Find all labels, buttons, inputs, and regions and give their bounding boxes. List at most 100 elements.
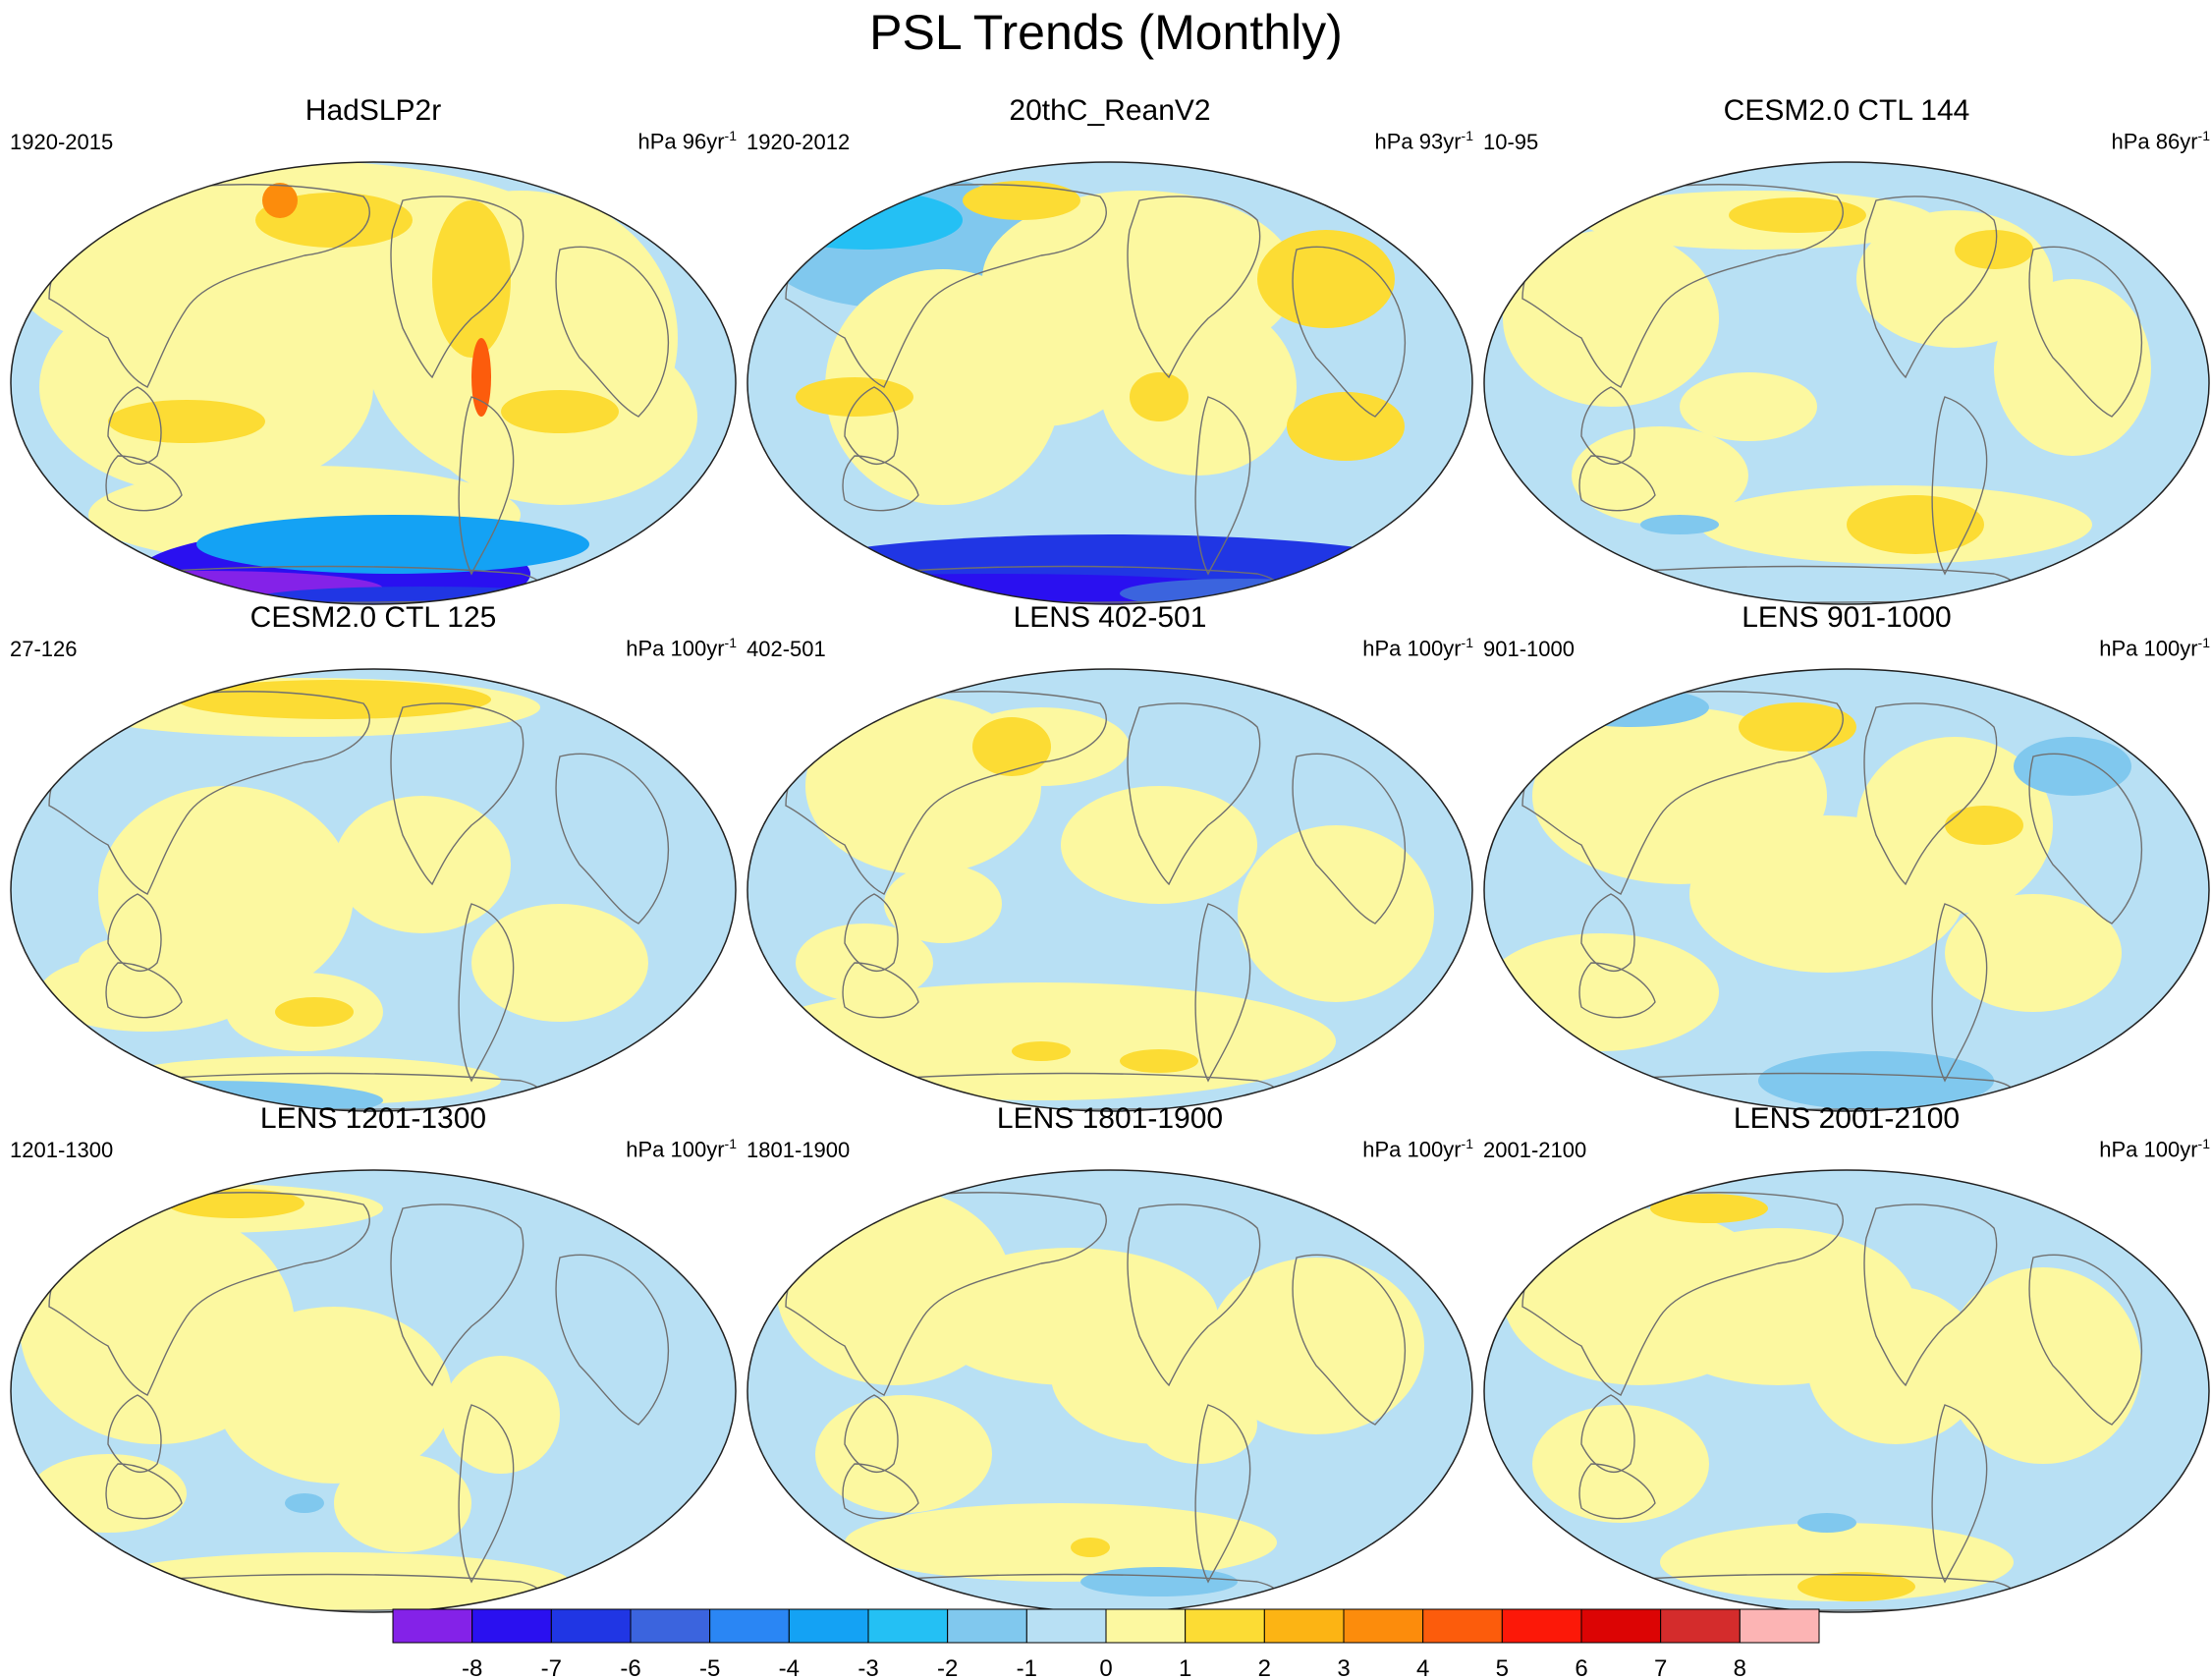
- colorbar-tick-label: -3: [857, 1655, 878, 1680]
- coastline: [842, 455, 919, 512]
- colorbar-swatch: [1343, 1608, 1424, 1644]
- map-canvas: [10, 668, 737, 1112]
- colorbar-tick-label: 0: [1099, 1655, 1112, 1680]
- contour-region: [108, 400, 265, 443]
- coastline: [1292, 753, 1407, 924]
- contour-region: [953, 308, 1130, 426]
- coastline: [107, 386, 162, 465]
- coastline: [1931, 1404, 1988, 1584]
- colorbar-tick-label: 4: [1416, 1655, 1429, 1680]
- colorbar-tick-label: -1: [1017, 1655, 1037, 1680]
- contour-region: [815, 1395, 992, 1513]
- map-canvas: [1483, 668, 2210, 1112]
- contour-region: [1945, 894, 2122, 1012]
- coastline: [390, 702, 525, 886]
- coastline: [785, 691, 1107, 895]
- map-panel: LENS 2001-2100 2001-2100 hPa 100yr-1: [1483, 1102, 2210, 1613]
- colorbar-tick-label: -8: [462, 1655, 482, 1680]
- panel-units: hPa 86yr-1: [2111, 128, 2210, 154]
- contour-region: [1680, 372, 1817, 441]
- contour-region: [796, 377, 913, 417]
- colorbar-swatch: [471, 1608, 552, 1644]
- map-border: [1483, 1169, 2210, 1613]
- panel-title: CESM2.0 CTL 125: [249, 601, 497, 634]
- panel-title: LENS 2001-2100: [1733, 1102, 1961, 1135]
- contour-region: [1139, 1385, 1257, 1464]
- colorbar-swatch: [1580, 1608, 1662, 1644]
- coastline: [1292, 246, 1407, 418]
- contour-region: [196, 515, 589, 574]
- coastline: [1578, 455, 1656, 512]
- colorbar-tick-label: 2: [1258, 1655, 1271, 1680]
- panel-units: hPa 93yr-1: [1374, 128, 1473, 154]
- coastline: [1863, 196, 1998, 379]
- contour-region: [1552, 688, 1709, 727]
- contour-region: [1955, 230, 2033, 269]
- map-border: [747, 668, 1473, 1112]
- panel-units: hPa 100yr-1: [1362, 635, 1473, 661]
- panel-period: 402-501: [747, 637, 826, 661]
- map-border: [10, 161, 737, 605]
- colorbar-swatch: [1660, 1608, 1741, 1644]
- coastline: [2028, 246, 2143, 418]
- coastline: [105, 455, 183, 512]
- contour-region: [177, 680, 491, 719]
- coastline: [390, 196, 525, 379]
- contour-region: [262, 183, 298, 218]
- contour-region: [1729, 197, 1866, 233]
- panel-units: hPa 96yr-1: [637, 128, 737, 154]
- coastline: [1863, 1204, 1998, 1387]
- contour-region: [1012, 1041, 1071, 1061]
- panel-units: hPa 100yr-1: [2099, 635, 2210, 661]
- contour-region: [442, 1356, 560, 1474]
- coastline: [785, 184, 1107, 388]
- coastline: [390, 1204, 525, 1387]
- panel-period: 1920-2012: [747, 130, 851, 154]
- coastline: [1521, 184, 1844, 388]
- coastline: [1194, 903, 1251, 1083]
- coastline: [1194, 1404, 1251, 1584]
- contour-region: [275, 997, 354, 1027]
- panel-title: CESM2.0 CTL 144: [1723, 94, 1970, 127]
- panel-units: hPa 100yr-1: [1362, 1136, 1473, 1162]
- coastline: [107, 1394, 162, 1473]
- contour-region: [432, 200, 511, 358]
- contour-region: [1238, 825, 1434, 1002]
- map-canvas: [1483, 1169, 2210, 1613]
- figure-title: PSL Trends (Monthly): [869, 5, 1343, 60]
- contour-region: [1807, 1287, 1984, 1444]
- colorbar-swatch: [1025, 1608, 1107, 1644]
- contour-region: [963, 181, 1080, 220]
- contour-region: [501, 390, 619, 433]
- coastline: [844, 386, 899, 465]
- coastline: [105, 1463, 183, 1520]
- contour-region: [1847, 495, 1984, 554]
- coastline: [1127, 1204, 1261, 1387]
- panel-period: 10-95: [1483, 130, 1539, 154]
- coastline: [1521, 1192, 1844, 1396]
- contour-region: [334, 1454, 471, 1552]
- colorbar-tick-label: 8: [1734, 1655, 1746, 1680]
- contour-region: [1208, 1258, 1424, 1434]
- contour-region: [1071, 1538, 1110, 1557]
- contour-region: [1257, 230, 1395, 328]
- map-canvas: [1483, 161, 2210, 605]
- panel-title: HadSLP2r: [304, 94, 442, 127]
- map-border: [1483, 161, 2210, 605]
- contour-region: [285, 1493, 324, 1513]
- panel-period: 1801-1900: [747, 1138, 851, 1162]
- coastline: [844, 893, 899, 972]
- contour-region: [1503, 230, 1719, 407]
- colorbar-swatch: [947, 1608, 1027, 1644]
- coastline: [2028, 1254, 2143, 1426]
- colorbar-tick-label: 1: [1179, 1655, 1191, 1680]
- map-panel: CESM2.0 CTL 144 10-95 hPa 86yr-1: [1483, 94, 2210, 605]
- contour-region: [29, 1454, 187, 1533]
- panel-title: LENS 901-1000: [1742, 601, 1952, 634]
- panel-period: 2001-2100: [1483, 1138, 1587, 1162]
- contour-region: [1660, 1523, 2014, 1601]
- contour-region: [334, 796, 511, 933]
- colorbar-swatch: [1185, 1608, 1265, 1644]
- map-canvas: [10, 161, 737, 605]
- coastline: [1931, 396, 1988, 576]
